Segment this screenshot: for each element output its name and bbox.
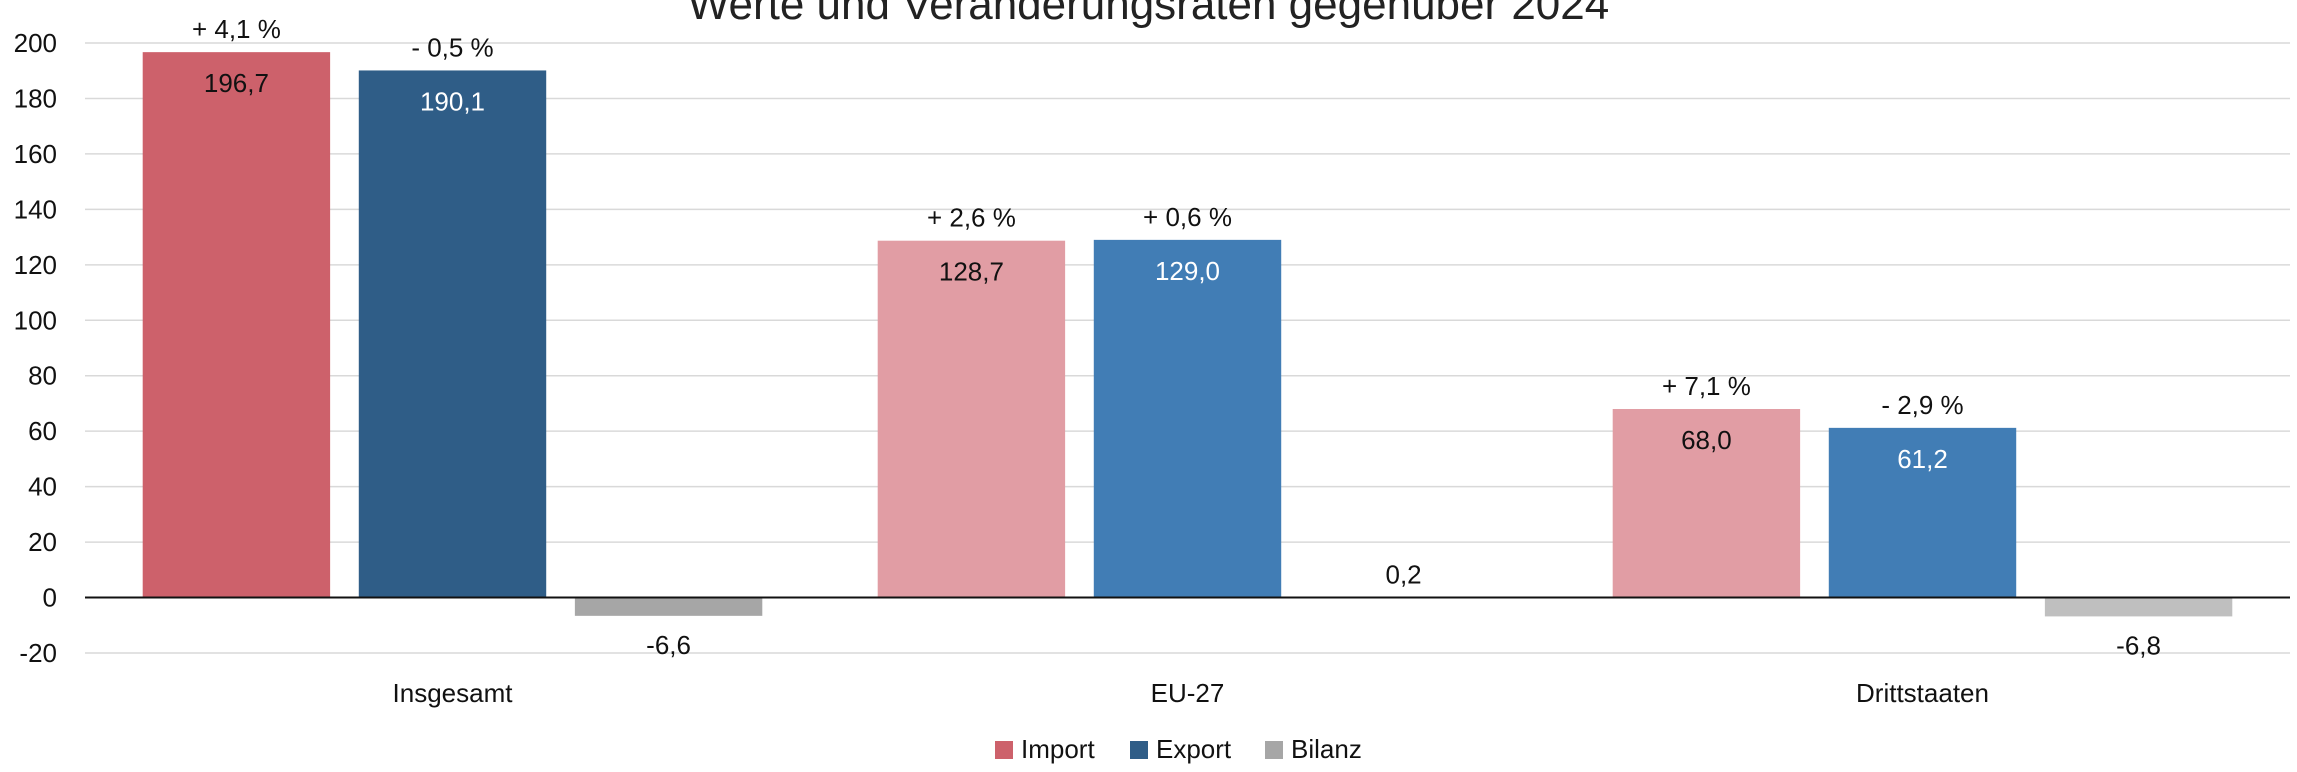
bar-import [142,52,331,598]
y-tick-label: 100 [14,305,57,335]
x-tick-label: Drittstaaten [1856,678,1989,708]
bar-import [1612,409,1801,598]
legend-item-import[interactable]: Import [995,734,1095,764]
y-axis: -20 0 20 40 60 80 100 120 140 160 180 200 [14,28,57,668]
bar-bilanz [574,597,763,616]
bars [142,52,2233,617]
y-tick-label: 40 [28,472,57,502]
bar-bilanz [2044,597,2233,617]
y-tick-label: 140 [14,194,57,224]
legend-label: Export [1156,734,1232,764]
legend-swatch [1130,741,1148,759]
y-tick-label: 180 [14,83,57,113]
data-labels: 196,7 + 4,1 % 190,1 - 0,5 % -6,6 128,7 + 2,6 %… [192,14,2161,660]
change-label: + 4,1 % [192,14,281,44]
x-tick-label: Insgesamt [393,678,514,708]
y-tick-label: 60 [28,416,57,446]
change-label: + 7,1 % [1662,371,1751,401]
value-label: 196,7 [204,68,269,98]
value-label: -6,8 [2116,630,2161,660]
legend-swatch [1265,741,1283,759]
legend-item-bilanz[interactable]: Bilanz [1265,734,1362,764]
value-label: 0,2 [1386,560,1422,590]
legend-item-export[interactable]: Export [1130,734,1232,764]
change-label: + 0,6 % [1143,202,1232,232]
value-label: 128,7 [939,257,1004,287]
y-tick-label: 120 [14,250,57,280]
y-tick-label: -20 [19,638,57,668]
legend-swatch [995,741,1013,759]
chart-title: Werte und Veränderungsraten gegenüber 20… [687,0,1610,29]
legend-label: Import [1021,734,1095,764]
value-label: 61,2 [1897,444,1948,474]
value-label: 190,1 [420,86,485,116]
bar-export [1828,427,2017,598]
y-tick-label: 0 [43,583,57,613]
value-label: -6,6 [646,630,691,660]
change-label: + 2,6 % [927,203,1016,233]
bar-export [358,70,547,598]
change-label: - 0,5 % [411,32,493,62]
legend-label: Bilanz [1291,734,1362,764]
y-tick-label: 20 [28,527,57,557]
y-tick-label: 80 [28,361,57,391]
change-label: - 2,9 % [1881,390,1963,420]
y-tick-label: 200 [14,28,57,58]
value-label: 68,0 [1681,425,1732,455]
legend[interactable]: Import Export Bilanz [995,734,1362,764]
y-tick-label: 160 [14,139,57,169]
bar-import [877,240,1066,598]
value-label: 129,0 [1155,256,1220,286]
x-axis: Insgesamt EU-27 Drittstaaten [393,678,1989,708]
bar-export [1093,239,1282,598]
x-tick-label: EU-27 [1151,678,1225,708]
